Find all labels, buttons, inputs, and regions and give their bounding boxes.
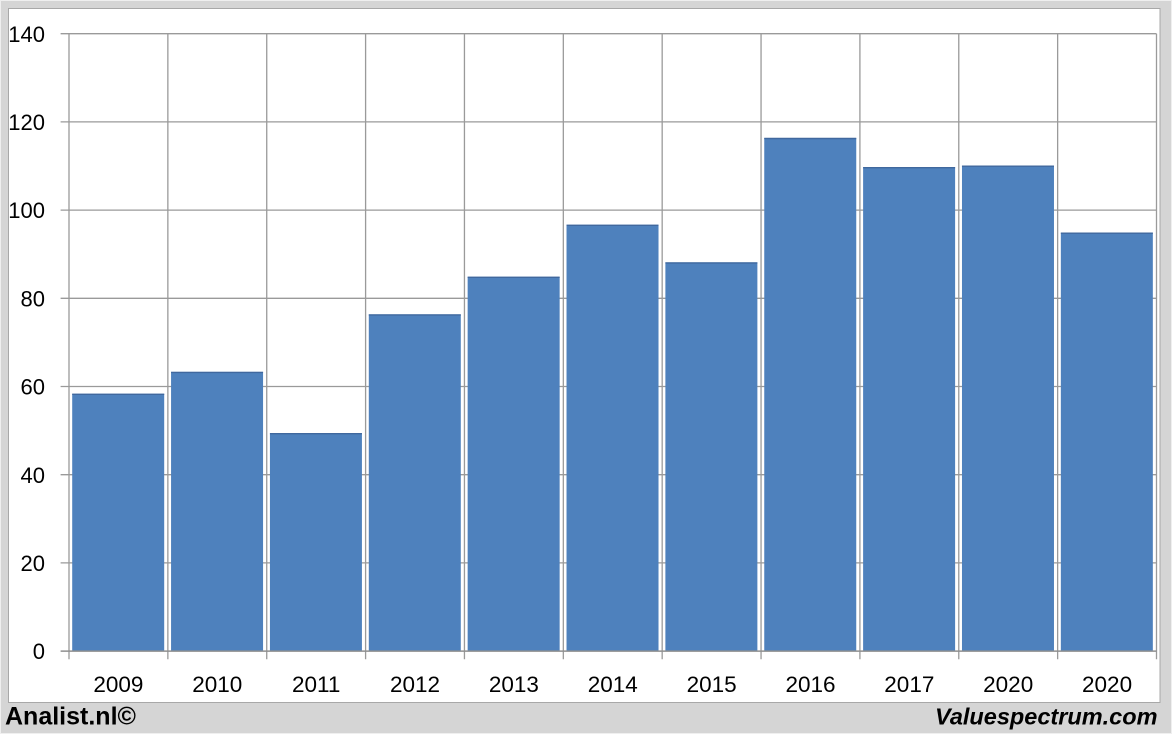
svg-text:2017: 2017: [884, 672, 934, 697]
svg-text:2020: 2020: [983, 672, 1033, 697]
svg-text:2013: 2013: [489, 672, 539, 697]
svg-text:140: 140: [8, 22, 45, 47]
svg-text:60: 60: [21, 375, 45, 400]
svg-text:2020: 2020: [1082, 672, 1132, 697]
svg-text:Valuespectrum.com: Valuespectrum.com: [935, 704, 1157, 730]
svg-text:120: 120: [8, 110, 45, 135]
svg-text:0: 0: [33, 639, 45, 664]
svg-text:20: 20: [21, 551, 45, 576]
svg-text:2010: 2010: [192, 672, 242, 697]
svg-text:80: 80: [21, 286, 45, 311]
svg-text:2012: 2012: [390, 672, 440, 697]
svg-text:2009: 2009: [93, 672, 143, 697]
svg-text:2015: 2015: [687, 672, 737, 697]
svg-text:100: 100: [8, 198, 45, 223]
svg-text:2016: 2016: [785, 672, 835, 697]
svg-text:2014: 2014: [588, 672, 638, 697]
svg-text:2011: 2011: [292, 672, 340, 697]
svg-text:Analist.nl©: Analist.nl©: [5, 703, 137, 731]
svg-text:40: 40: [21, 463, 45, 488]
